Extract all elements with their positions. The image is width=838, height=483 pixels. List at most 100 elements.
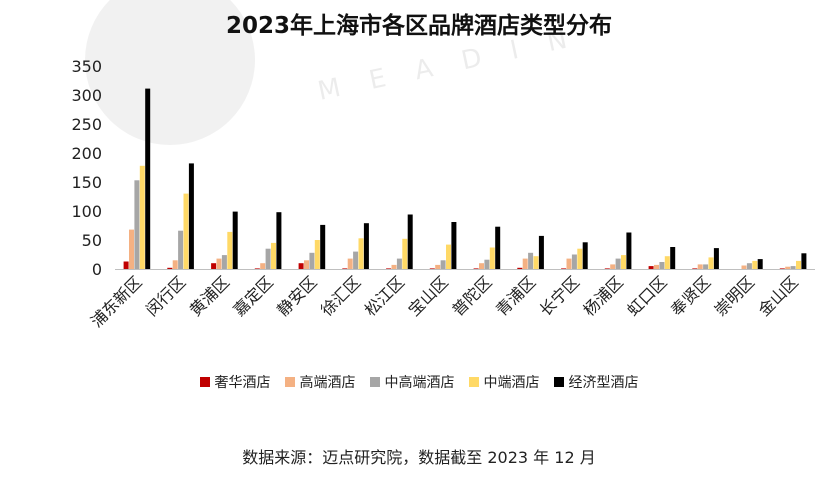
bar bbox=[533, 256, 539, 269]
bar bbox=[621, 255, 626, 269]
x-tick-label: 静安区 bbox=[273, 272, 320, 319]
bar bbox=[353, 251, 359, 269]
bar bbox=[216, 258, 222, 269]
x-tick-label: 长宁区 bbox=[536, 272, 583, 319]
bar bbox=[123, 261, 129, 269]
bar bbox=[489, 247, 495, 269]
bar bbox=[648, 266, 654, 269]
bar bbox=[538, 235, 544, 269]
bar bbox=[232, 211, 238, 269]
bar bbox=[440, 260, 446, 269]
x-tick-label: 金山区 bbox=[755, 272, 802, 319]
y-tick-label: 350 bbox=[71, 57, 102, 76]
bar bbox=[479, 263, 484, 269]
y-tick-label: 0 bbox=[92, 260, 102, 279]
bar bbox=[582, 242, 588, 269]
legend-label: 中端酒店 bbox=[483, 375, 540, 391]
watermark-logo: MEADIN bbox=[85, 0, 599, 145]
bar bbox=[298, 263, 304, 269]
bar bbox=[391, 264, 397, 269]
bar bbox=[473, 268, 479, 269]
bar bbox=[752, 260, 758, 269]
source-note: 数据来源：迈点研究院，数据截至 2023 年 12 月 bbox=[242, 448, 596, 467]
bar bbox=[785, 266, 791, 269]
bar bbox=[407, 214, 413, 269]
bar bbox=[129, 229, 134, 269]
bar bbox=[342, 268, 348, 269]
bar bbox=[801, 253, 807, 269]
y-tick-label: 150 bbox=[71, 173, 102, 192]
bar bbox=[396, 258, 402, 269]
legend-label: 中高端酒店 bbox=[384, 375, 455, 391]
legend-item: 中高端酒店 bbox=[369, 372, 455, 392]
bar bbox=[571, 254, 577, 269]
bar bbox=[145, 88, 151, 269]
bar bbox=[517, 267, 523, 269]
bar bbox=[451, 222, 457, 269]
chart-title: 2023年上海市各区品牌酒店类型分布 bbox=[225, 13, 612, 39]
bar bbox=[484, 259, 490, 269]
bar bbox=[664, 256, 670, 269]
legend-swatch bbox=[553, 377, 564, 387]
bar bbox=[134, 180, 140, 269]
bar bbox=[271, 242, 276, 269]
legend-item: 经济型酒店 bbox=[553, 372, 639, 392]
bar bbox=[495, 226, 501, 269]
x-tick-label: 崇明区 bbox=[711, 272, 758, 319]
y-tick-label: 300 bbox=[71, 86, 102, 105]
bars-group bbox=[123, 88, 807, 269]
bar bbox=[254, 268, 260, 269]
bar bbox=[358, 238, 364, 269]
bar bbox=[429, 268, 435, 269]
bar bbox=[615, 258, 621, 269]
legend-item: 奢华酒店 bbox=[199, 372, 271, 392]
x-tick-label: 松江区 bbox=[361, 272, 408, 319]
x-tick-label: 杨浦区 bbox=[580, 272, 627, 319]
bar bbox=[178, 230, 184, 269]
legend-label: 奢华酒店 bbox=[214, 375, 271, 391]
legend-item: 中端酒店 bbox=[468, 372, 540, 392]
bar bbox=[227, 231, 233, 269]
bar bbox=[561, 268, 567, 269]
bar bbox=[172, 260, 178, 269]
bar bbox=[626, 232, 632, 269]
x-axis: 浦东新区闵行区黄浦区嘉定区静安区徐汇区松江区宝山区普陀区青浦区长宁区杨浦区虹口区… bbox=[87, 269, 815, 331]
bar bbox=[211, 263, 217, 269]
x-tick-label: 奉贤区 bbox=[667, 272, 714, 319]
x-tick-label: 浦东新区 bbox=[87, 272, 146, 331]
y-tick-label: 50 bbox=[82, 231, 102, 250]
bar bbox=[402, 238, 408, 269]
x-tick-label: 徐汇区 bbox=[317, 272, 364, 319]
x-tick-label: 虹口区 bbox=[623, 272, 670, 319]
bar bbox=[309, 252, 315, 269]
bar bbox=[183, 193, 189, 269]
x-tick-label: 黄浦区 bbox=[186, 272, 233, 319]
bar bbox=[577, 248, 583, 269]
watermark-text: MEADIN bbox=[315, 18, 599, 106]
bar bbox=[363, 223, 369, 269]
legend-item: 高端酒店 bbox=[284, 372, 356, 392]
legend: 奢华酒店 高端酒店 中高端酒店 中端酒店 经济型酒店 bbox=[0, 372, 838, 392]
legend-label: 经济型酒店 bbox=[568, 375, 639, 391]
y-tick-label: 200 bbox=[71, 144, 102, 163]
y-tick-label: 250 bbox=[71, 115, 102, 134]
bar bbox=[522, 258, 528, 269]
bar bbox=[757, 259, 763, 269]
legend-label: 高端酒店 bbox=[299, 375, 356, 391]
x-tick-label: 青浦区 bbox=[492, 272, 539, 319]
y-tick-label: 100 bbox=[71, 202, 102, 221]
bar bbox=[790, 266, 796, 269]
legend-swatch bbox=[284, 377, 295, 387]
bar bbox=[320, 224, 326, 269]
bar bbox=[692, 268, 698, 269]
bar bbox=[435, 264, 441, 269]
bar bbox=[741, 265, 747, 269]
y-axis: 0 50 100 150 200 250 300 350 bbox=[71, 57, 102, 279]
bar bbox=[304, 260, 309, 269]
x-tick-label: 宝山区 bbox=[405, 272, 452, 319]
bar bbox=[265, 248, 271, 269]
bar bbox=[221, 255, 227, 269]
bar bbox=[167, 267, 173, 269]
bar bbox=[779, 268, 785, 269]
bar bbox=[697, 264, 703, 269]
